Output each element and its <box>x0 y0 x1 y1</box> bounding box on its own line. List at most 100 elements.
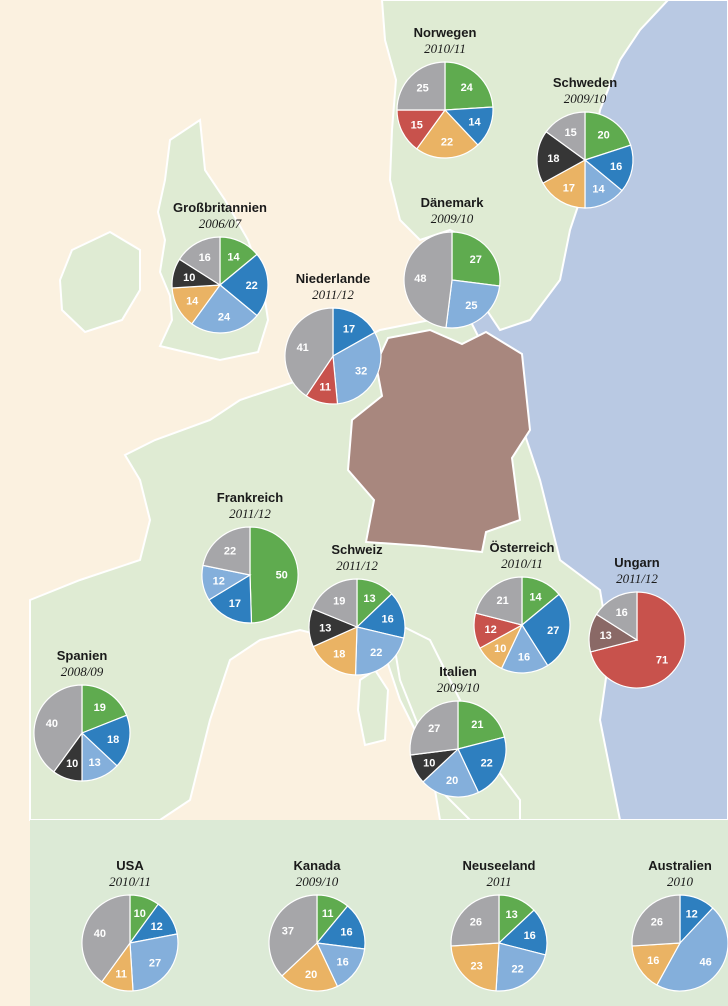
slice-value-label: 40 <box>94 928 106 940</box>
pie-slice <box>631 894 681 947</box>
pie-title: Österreich <box>489 540 554 555</box>
pie-title: Schweden <box>553 75 617 90</box>
pie-slice <box>457 736 507 794</box>
slice-value-label: 11 <box>319 382 331 394</box>
pie-slice <box>268 894 318 977</box>
pie-slice <box>354 626 405 676</box>
slice-value-label: 12 <box>151 921 163 933</box>
pie-year: 2011/12 <box>312 287 354 302</box>
pie-charts-layer: 2414221525Norwegen2010/11201614171815Sch… <box>33 25 728 992</box>
pie-year: 2006/07 <box>199 216 242 231</box>
slice-value-label: 25 <box>416 83 428 95</box>
slice-value-label: 37 <box>282 925 294 937</box>
pie-year: 2010 <box>667 874 694 889</box>
slice-value-label: 22 <box>511 964 523 976</box>
pie-slice <box>80 714 131 767</box>
slice-value-label: 19 <box>94 702 106 714</box>
pie-slice <box>284 307 334 397</box>
pie-slice <box>542 158 586 209</box>
slice-value-label: 14 <box>592 184 605 196</box>
slice-value-label: 71 <box>656 654 668 666</box>
slice-value-label: 16 <box>340 926 352 938</box>
slice-value-label: 12 <box>484 624 496 636</box>
pie-slice <box>315 905 366 950</box>
slice-value-label: 25 <box>465 300 477 312</box>
pie-year: 2011 <box>486 874 511 889</box>
slice-value-label: 16 <box>616 607 628 619</box>
slice-value-label: 17 <box>563 182 575 194</box>
pie-slice <box>403 231 453 329</box>
slice-value-label: 20 <box>305 969 317 981</box>
slice-value-label: 22 <box>370 647 382 659</box>
slice-value-label: 16 <box>336 957 348 969</box>
pie-year: 2010/11 <box>109 874 151 889</box>
slice-value-label: 13 <box>600 630 612 642</box>
pie-slice <box>445 279 501 329</box>
pie-slice <box>500 623 549 674</box>
pie-slice <box>396 61 446 111</box>
sardinia-island <box>356 668 390 747</box>
pie-slice <box>190 284 258 334</box>
pie-year: 2011/12 <box>336 558 378 573</box>
pie-slice <box>474 576 523 626</box>
slice-value-label: 18 <box>107 734 119 746</box>
pie-slice <box>545 111 586 162</box>
slice-value-label: 11 <box>322 908 334 920</box>
pie-slice <box>332 331 382 405</box>
slice-value-label: 19 <box>333 596 345 608</box>
slice-value-label: 22 <box>246 280 258 292</box>
pie-title: Frankreich <box>217 490 284 505</box>
slice-value-label: 16 <box>518 652 530 664</box>
germany-highlight <box>346 328 532 554</box>
slice-value-label: 16 <box>610 161 622 173</box>
pie-year: 2010/11 <box>424 41 466 56</box>
slice-value-label: 10 <box>66 758 78 770</box>
slice-value-label: 16 <box>647 955 659 967</box>
slice-value-label: 14 <box>227 251 240 263</box>
slice-value-label: 26 <box>470 916 482 928</box>
pie-year: 2009/10 <box>431 211 474 226</box>
landmass-layer <box>29 0 728 1006</box>
slice-value-label: 15 <box>411 119 423 131</box>
pie-slice <box>332 307 376 358</box>
slice-value-label: 16 <box>524 930 536 942</box>
slice-value-label: 13 <box>363 593 375 605</box>
slice-value-label: 46 <box>699 957 711 969</box>
slice-value-label: 21 <box>471 719 483 731</box>
slice-value-label: 23 <box>470 960 482 972</box>
pie-slice <box>81 684 128 734</box>
pie-year: 2011/12 <box>229 506 271 521</box>
slice-value-label: 10 <box>423 758 435 770</box>
pie-title: Kanada <box>294 858 342 873</box>
pie-slice <box>495 942 547 992</box>
slice-value-label: 27 <box>470 254 482 266</box>
slice-value-label: 27 <box>149 957 161 969</box>
slice-value-label: 26 <box>651 916 663 928</box>
slice-value-label: 20 <box>446 775 458 787</box>
slice-value-label: 15 <box>564 127 576 139</box>
pie-year: 2009/10 <box>296 874 339 889</box>
pie-slice <box>415 109 479 159</box>
pie-slice <box>451 231 501 287</box>
pie-title: Australien <box>648 858 712 873</box>
pie-slice <box>631 942 682 986</box>
pie-slice <box>521 593 571 667</box>
pie-title: Schweiz <box>331 542 383 557</box>
pie-slice <box>33 684 83 773</box>
pie-slice <box>219 253 269 317</box>
slice-value-label: 27 <box>428 723 440 735</box>
pie-slice <box>450 894 500 947</box>
pie-slice <box>444 61 494 111</box>
slice-value-label: 24 <box>218 311 231 323</box>
overseas-panel-background <box>30 820 728 1006</box>
ireland-land <box>58 230 141 334</box>
pie-slice <box>311 578 358 628</box>
